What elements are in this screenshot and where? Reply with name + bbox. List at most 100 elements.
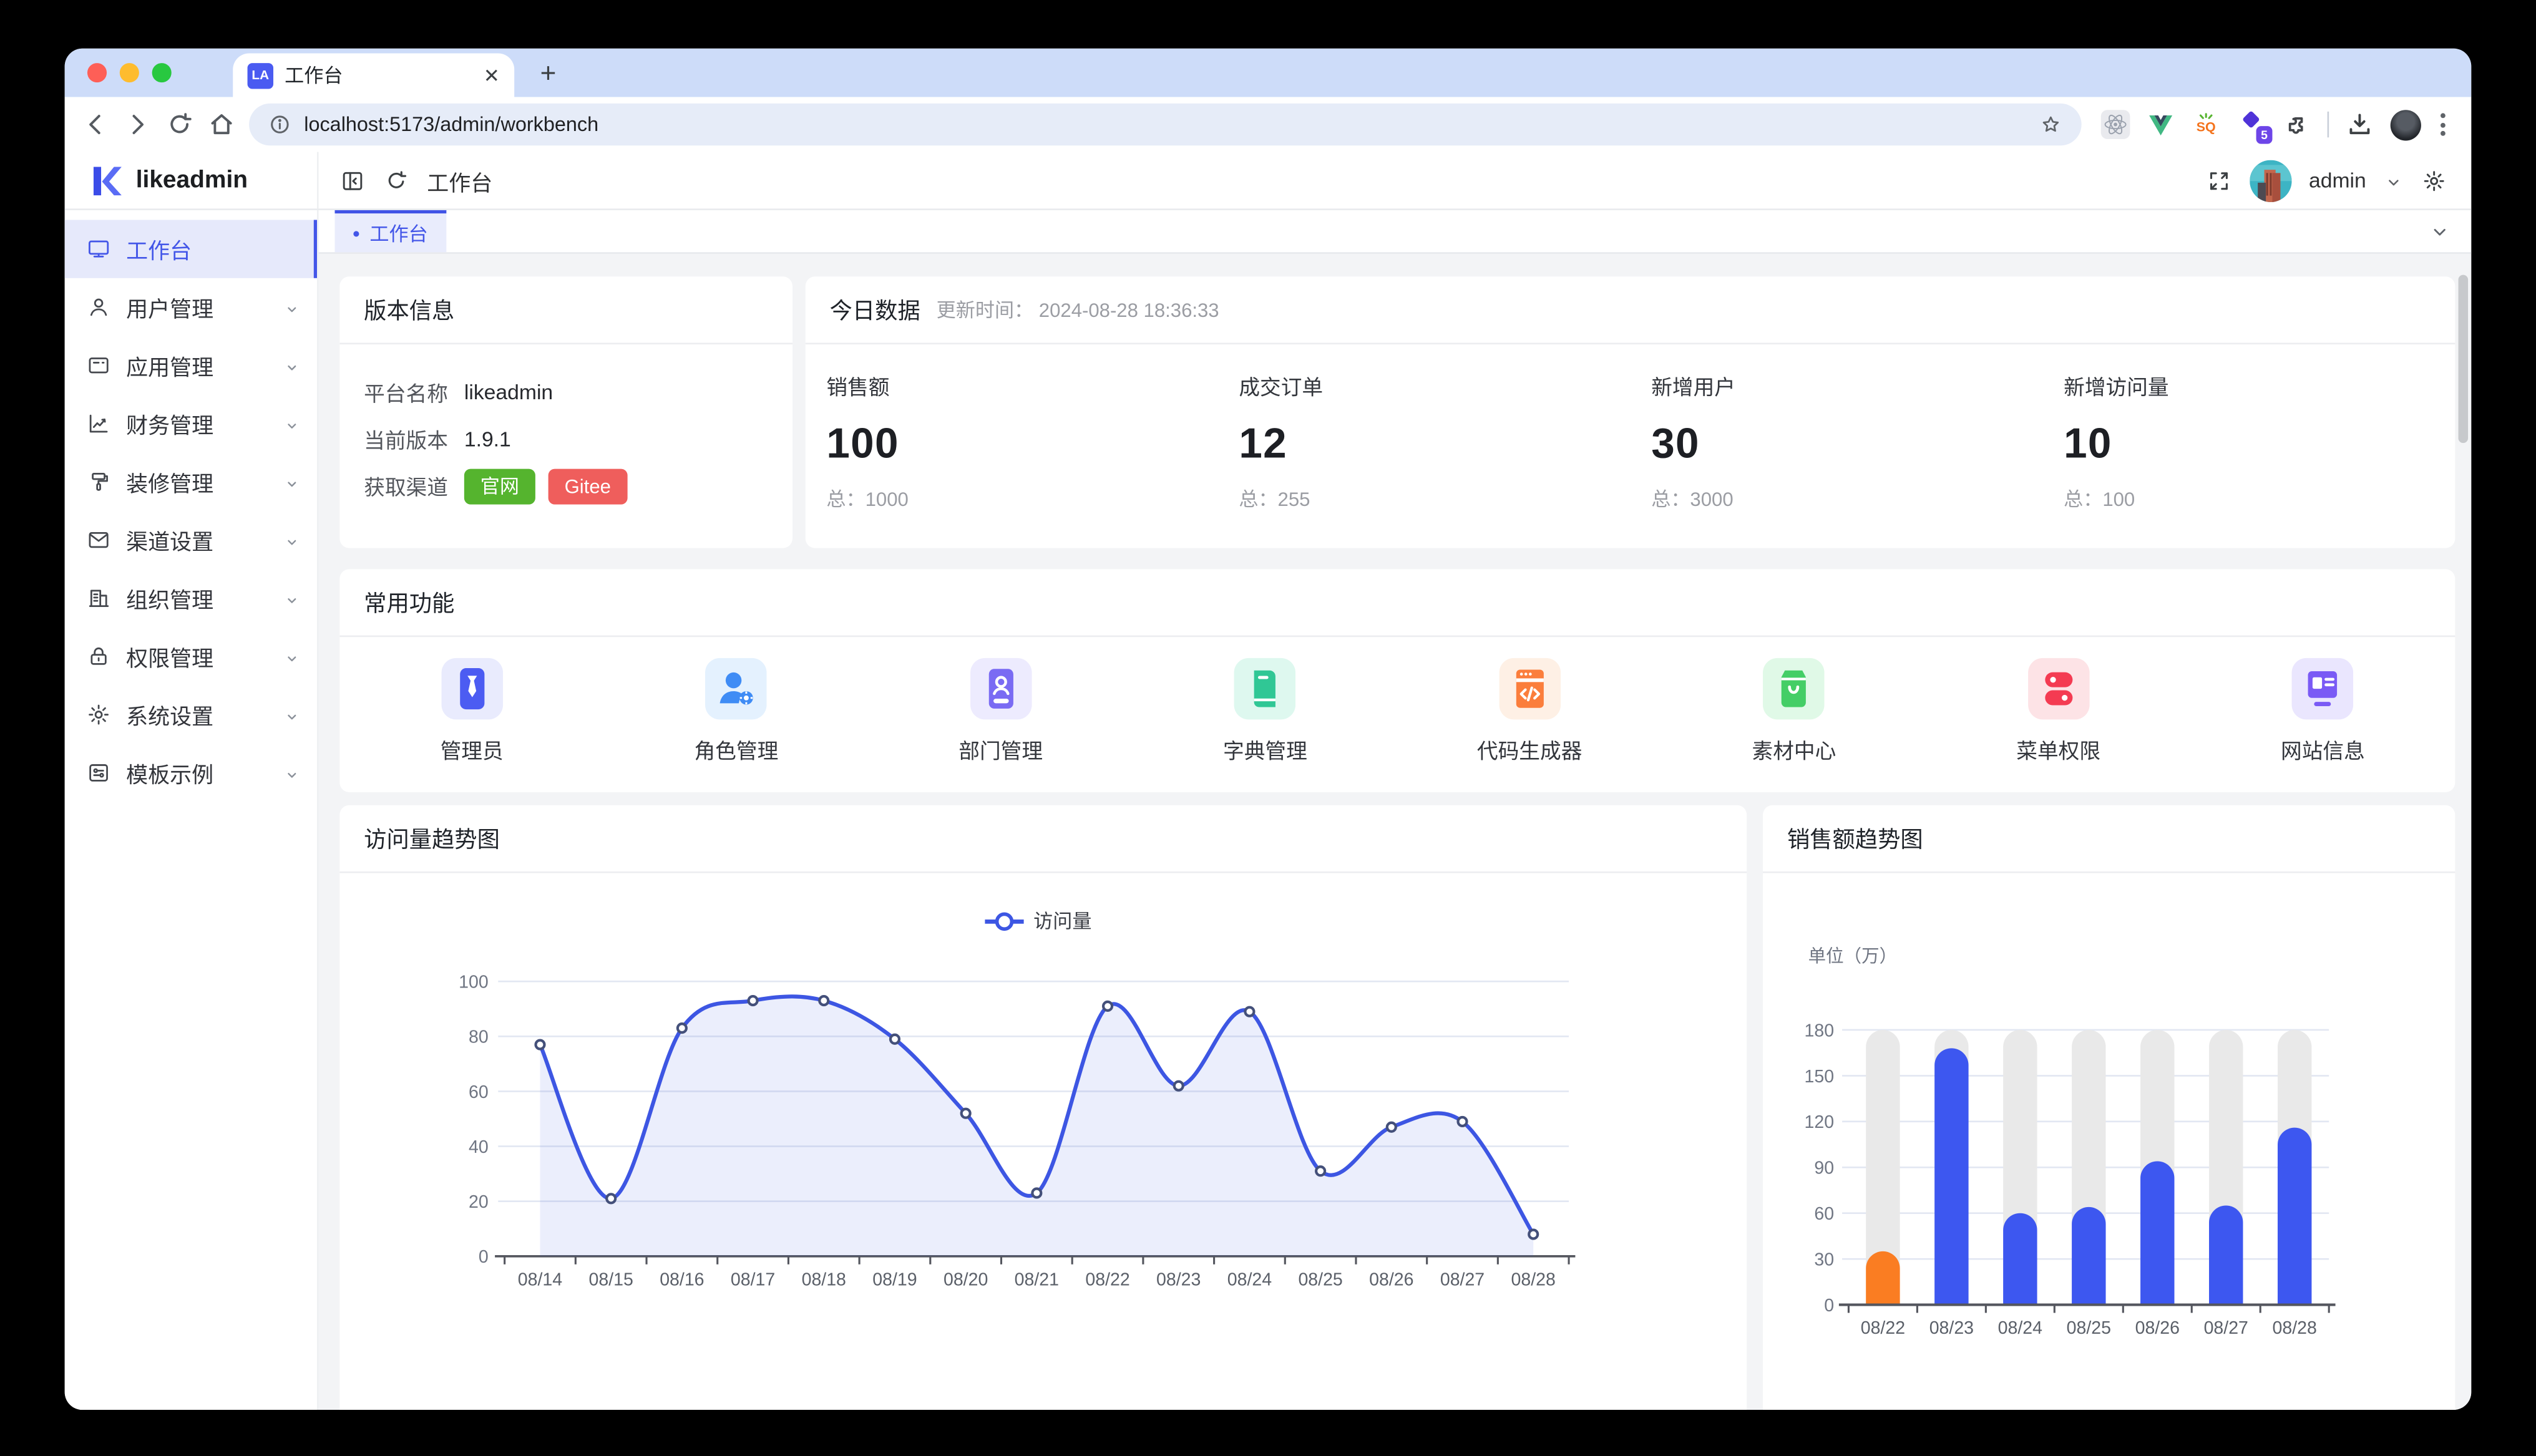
- reload-icon[interactable]: [165, 110, 194, 139]
- data-point[interactable]: [1528, 1228, 1539, 1240]
- collapse-sidebar-icon[interactable]: [339, 167, 365, 193]
- card-title: 常用功能: [364, 589, 455, 616]
- chevron-down-icon: [283, 356, 301, 374]
- sales-bar-chart[interactable]: 单位（万） 0 30 60 90 120 150 180 08/22 08/23 08/24 08/2…: [1763, 873, 2455, 1407]
- close-window-button[interactable]: [87, 63, 107, 83]
- maximize-window-button[interactable]: [152, 63, 172, 83]
- user-chevron-down-icon[interactable]: [2384, 170, 2403, 190]
- refresh-page-icon[interactable]: [383, 167, 409, 193]
- quick-action-label: 代码生成器: [1476, 739, 1583, 764]
- unit-label: 单位（万）: [1808, 946, 1898, 966]
- forward-icon[interactable]: [123, 110, 152, 139]
- svg-text:08/25: 08/25: [2067, 1318, 2111, 1338]
- quick-action-label: 菜单权限: [2016, 739, 2101, 764]
- extension-area: SQ 5: [2094, 109, 2455, 144]
- finance-icon: [85, 410, 111, 436]
- svg-text:40: 40: [469, 1137, 489, 1157]
- sql-helper-icon[interactable]: SQ: [2192, 110, 2221, 139]
- channel-button-0[interactable]: 官网: [464, 468, 535, 504]
- data-point[interactable]: [605, 1193, 617, 1205]
- sidebar-item-7[interactable]: 权限管理: [65, 628, 317, 686]
- site-info-shield-icon[interactable]: [268, 113, 291, 135]
- quick-action-1[interactable]: 角色管理: [663, 658, 809, 765]
- vue-devtools-beta-icon[interactable]: 5: [2236, 110, 2273, 144]
- bar[interactable]: [2072, 1206, 2106, 1305]
- address-bar[interactable]: localhost:5173/admin/workbench: [249, 103, 2082, 146]
- quick-action-4[interactable]: 代码生成器: [1457, 658, 1602, 765]
- svg-text:08/28: 08/28: [1511, 1269, 1556, 1289]
- data-point[interactable]: [747, 994, 759, 1007]
- fullscreen-icon[interactable]: [2205, 167, 2231, 193]
- version-row: 当前版本 1.9.1: [364, 424, 768, 454]
- react-devtools-icon[interactable]: [2100, 110, 2130, 139]
- bar[interactable]: [2003, 1213, 2037, 1305]
- bar[interactable]: [1934, 1048, 1969, 1305]
- back-icon[interactable]: [81, 110, 110, 139]
- svg-text:SQ: SQ: [2197, 119, 2216, 134]
- sidebar-item-0[interactable]: 工作台: [64, 220, 317, 278]
- sidebar-item-9[interactable]: 模板示例: [65, 744, 317, 802]
- app-logo[interactable]: likeadmin: [65, 152, 319, 209]
- data-point[interactable]: [1101, 1000, 1114, 1012]
- version-info-card: 版本信息 平台名称 likeadmin 当前版本 1.9.1 获取渠道 官网 Gitee: [339, 276, 792, 548]
- bookmark-star-icon[interactable]: [2039, 113, 2062, 135]
- sidebar-item-2[interactable]: 应用管理: [65, 336, 317, 394]
- new-tab-button[interactable]: +: [540, 58, 557, 89]
- sidebar-item-3[interactable]: 财务管理: [65, 394, 317, 452]
- extensions-puzzle-icon[interactable]: [2282, 110, 2311, 139]
- quick-action-label: 部门管理: [958, 739, 1043, 764]
- tab-close-icon[interactable]: ✕: [483, 64, 500, 87]
- home-icon[interactable]: [207, 110, 237, 139]
- data-point[interactable]: [1244, 1006, 1256, 1017]
- data-point[interactable]: [889, 1033, 901, 1045]
- page-scrollbar-thumb[interactable]: [2458, 274, 2469, 444]
- settings-gear-icon[interactable]: [2421, 167, 2447, 193]
- app-body: 工作台 用户管理 应用管理 财务管理 装修管理 渠道设置 组织管理 权限管理 系统设置 模板示例 …: [64, 210, 2472, 1410]
- quick-action-6[interactable]: 菜单权限: [1986, 658, 2131, 765]
- data-point[interactable]: [1031, 1187, 1043, 1199]
- vue-devtools-icon[interactable]: [2146, 110, 2175, 139]
- sidebar-item-8[interactable]: 系统设置: [65, 686, 317, 744]
- window-controls: [65, 49, 194, 97]
- data-point[interactable]: [1385, 1121, 1397, 1133]
- svg-text:150: 150: [1805, 1067, 1835, 1087]
- quick-action-0[interactable]: 管理员: [399, 658, 545, 765]
- browser-tab-active[interactable]: LA 工作台 ✕: [233, 53, 515, 97]
- tabs-chevron-down-icon[interactable]: [2429, 221, 2451, 242]
- legend-label: 访问量: [1033, 911, 1091, 933]
- minimize-window-button[interactable]: [119, 63, 139, 83]
- channel-button-1[interactable]: Gitee: [548, 468, 627, 504]
- data-point[interactable]: [676, 1022, 688, 1034]
- quick-action-3[interactable]: 字典管理: [1192, 658, 1338, 765]
- data-point[interactable]: [1173, 1080, 1184, 1092]
- browser-profile-avatar[interactable]: [2390, 109, 2421, 140]
- data-point[interactable]: [1456, 1115, 1468, 1128]
- visits-line-chart[interactable]: 0 20 40 60 80 100 08/14 08/15 08/16 08/17 08/18 08/…: [339, 873, 1747, 1407]
- user-avatar[interactable]: [2249, 159, 2291, 201]
- bar[interactable]: [2140, 1161, 2175, 1305]
- visits-trend-card: 访问量趋势图 0 20 40 60 80 100 08/14 08/15 08/16 08/17 0…: [339, 805, 1747, 1410]
- username-label[interactable]: admin: [2308, 168, 2366, 193]
- bar[interactable]: [2209, 1205, 2243, 1305]
- quick-action-2[interactable]: 部门管理: [928, 658, 1073, 765]
- stat-value: 12: [1239, 419, 1287, 468]
- downloads-icon[interactable]: [2345, 110, 2374, 139]
- quick-action-7[interactable]: 网站信息: [2250, 658, 2396, 765]
- bar[interactable]: [1866, 1251, 1900, 1305]
- browser-menu-icon[interactable]: [2437, 110, 2449, 139]
- menu-toggle-icon: [2027, 658, 2089, 720]
- bar[interactable]: [2277, 1127, 2312, 1305]
- sidebar-item-5[interactable]: 渠道设置: [65, 511, 317, 569]
- data-point[interactable]: [534, 1039, 546, 1051]
- data-point[interactable]: [1315, 1165, 1327, 1177]
- page-tab-workbench[interactable]: • 工作台: [334, 210, 446, 253]
- sidebar-item-6[interactable]: 组织管理: [65, 569, 317, 627]
- data-point[interactable]: [818, 994, 830, 1007]
- svg-text:08/22: 08/22: [1085, 1269, 1129, 1289]
- quick-action-5[interactable]: 素材中心: [1721, 658, 1866, 765]
- sidebar-item-4[interactable]: 装修管理: [65, 453, 317, 511]
- stat-column: 新增访问量 10 总：100: [2042, 344, 2455, 513]
- data-point[interactable]: [960, 1107, 972, 1119]
- page-tab-label: 工作台: [369, 222, 428, 245]
- sidebar-item-1[interactable]: 用户管理: [65, 278, 317, 336]
